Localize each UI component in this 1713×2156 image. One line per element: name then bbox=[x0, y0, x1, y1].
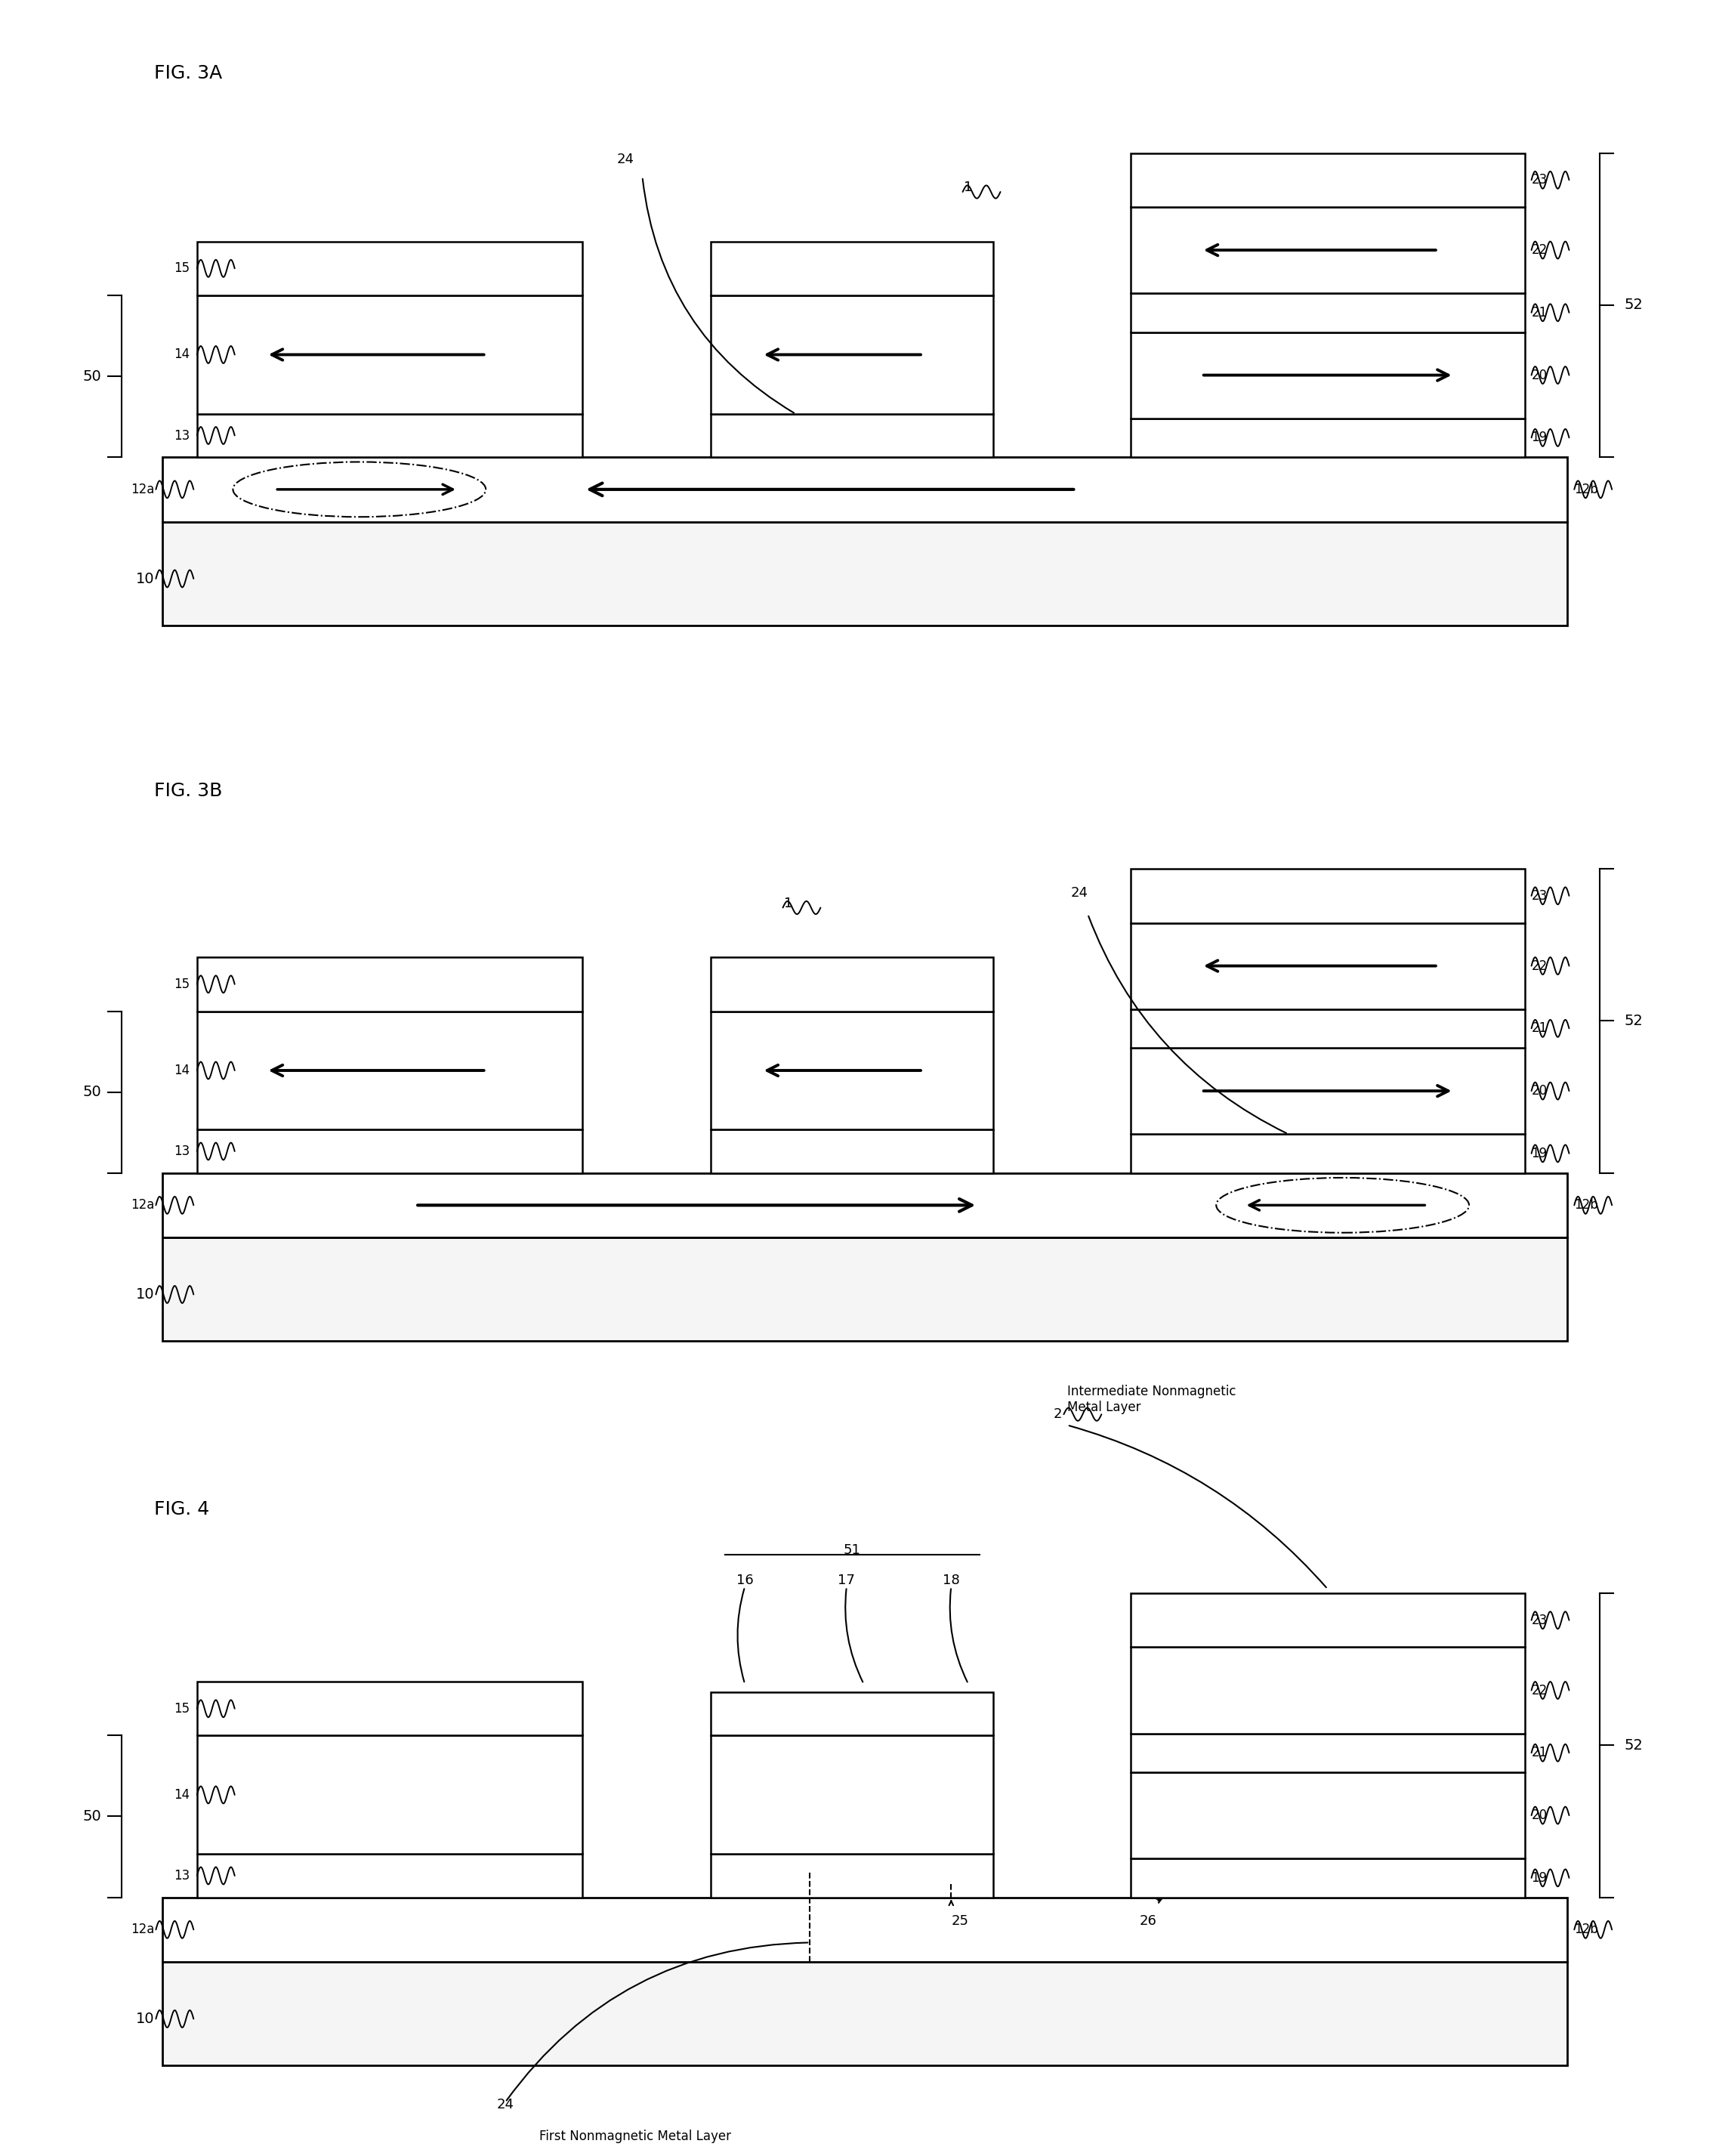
Text: 24: 24 bbox=[617, 153, 634, 166]
Text: 50: 50 bbox=[82, 1809, 101, 1824]
Bar bbox=[1131, 923, 1525, 1009]
Bar bbox=[1131, 293, 1525, 332]
Bar bbox=[711, 241, 994, 295]
Bar bbox=[197, 241, 582, 295]
Text: 51: 51 bbox=[843, 1544, 862, 1557]
Text: 13: 13 bbox=[175, 429, 190, 442]
Text: 19: 19 bbox=[1531, 431, 1547, 444]
Bar bbox=[197, 1736, 582, 1854]
Text: 24: 24 bbox=[497, 2098, 514, 2111]
Bar bbox=[197, 1130, 582, 1173]
Bar bbox=[711, 1854, 994, 1897]
Text: FIG. 3B: FIG. 3B bbox=[154, 783, 223, 800]
Text: 22: 22 bbox=[1531, 1684, 1547, 1697]
Bar bbox=[711, 295, 994, 414]
Text: Intermediate Nonmagnetic
Metal Layer: Intermediate Nonmagnetic Metal Layer bbox=[1067, 1384, 1237, 1414]
Bar bbox=[711, 957, 994, 1011]
Bar bbox=[1131, 1772, 1525, 1858]
Bar bbox=[1131, 207, 1525, 293]
Bar bbox=[163, 522, 1567, 625]
Text: 14: 14 bbox=[175, 1063, 190, 1078]
Text: 12a: 12a bbox=[130, 1923, 154, 1936]
Bar bbox=[1131, 1647, 1525, 1733]
Text: 10: 10 bbox=[135, 1287, 154, 1302]
Bar bbox=[163, 1173, 1567, 1238]
Text: 24: 24 bbox=[1071, 886, 1088, 899]
Text: 20: 20 bbox=[1531, 369, 1547, 382]
Bar bbox=[197, 1682, 582, 1736]
Text: 1: 1 bbox=[783, 897, 793, 910]
Text: 12b: 12b bbox=[1574, 483, 1598, 496]
Text: 12a: 12a bbox=[130, 1199, 154, 1212]
Bar bbox=[711, 1736, 994, 1854]
Text: 12a: 12a bbox=[130, 483, 154, 496]
Bar bbox=[1131, 332, 1525, 418]
Text: 21: 21 bbox=[1531, 306, 1547, 319]
Bar bbox=[197, 414, 582, 457]
Bar bbox=[1131, 153, 1525, 207]
Bar bbox=[1131, 1593, 1525, 1647]
Bar bbox=[1131, 1048, 1525, 1134]
Text: 23: 23 bbox=[1531, 1613, 1547, 1628]
Text: 15: 15 bbox=[175, 261, 190, 276]
Text: 23: 23 bbox=[1531, 172, 1547, 188]
Text: 50: 50 bbox=[82, 369, 101, 384]
Text: 52: 52 bbox=[1624, 1013, 1643, 1028]
Text: 1: 1 bbox=[963, 181, 973, 194]
Text: 15: 15 bbox=[175, 977, 190, 992]
Text: 20: 20 bbox=[1531, 1084, 1547, 1097]
Text: 13: 13 bbox=[175, 1869, 190, 1882]
Text: 19: 19 bbox=[1531, 1147, 1547, 1160]
Bar bbox=[197, 295, 582, 414]
Text: 12b: 12b bbox=[1574, 1923, 1598, 1936]
Bar bbox=[1131, 1009, 1525, 1048]
Text: FIG. 3A: FIG. 3A bbox=[154, 65, 223, 82]
Text: 16: 16 bbox=[737, 1574, 754, 1587]
Text: 25: 25 bbox=[951, 1915, 968, 1927]
Text: 17: 17 bbox=[838, 1574, 855, 1587]
Text: 22: 22 bbox=[1531, 959, 1547, 972]
Bar bbox=[197, 1011, 582, 1130]
Text: 21: 21 bbox=[1531, 1746, 1547, 1759]
Bar bbox=[711, 1130, 994, 1173]
Text: 15: 15 bbox=[175, 1701, 190, 1716]
Text: 20: 20 bbox=[1531, 1809, 1547, 1822]
Bar bbox=[1131, 1134, 1525, 1173]
Text: First Nonmagnetic Metal Layer: First Nonmagnetic Metal Layer bbox=[540, 2130, 731, 2143]
Text: 23: 23 bbox=[1531, 888, 1547, 903]
Text: 19: 19 bbox=[1531, 1871, 1547, 1884]
Text: 18: 18 bbox=[942, 1574, 959, 1587]
Bar bbox=[1131, 1733, 1525, 1772]
Bar bbox=[1131, 418, 1525, 457]
Text: 10: 10 bbox=[135, 2012, 154, 2027]
Text: 21: 21 bbox=[1531, 1022, 1547, 1035]
Bar bbox=[197, 1854, 582, 1897]
Text: 10: 10 bbox=[135, 571, 154, 586]
Text: 52: 52 bbox=[1624, 1738, 1643, 1753]
Bar bbox=[163, 1897, 1567, 1962]
Text: FIG. 4: FIG. 4 bbox=[154, 1501, 209, 1518]
Bar bbox=[1131, 869, 1525, 923]
Text: 22: 22 bbox=[1531, 244, 1547, 257]
Text: 12b: 12b bbox=[1574, 1199, 1598, 1212]
Text: 52: 52 bbox=[1624, 298, 1643, 313]
Bar bbox=[163, 457, 1567, 522]
Bar bbox=[163, 1238, 1567, 1341]
Bar bbox=[197, 957, 582, 1011]
Bar bbox=[163, 1962, 1567, 2065]
Bar bbox=[711, 414, 994, 457]
Bar bbox=[711, 1011, 994, 1130]
Bar bbox=[1131, 1858, 1525, 1897]
Text: 2: 2 bbox=[1053, 1408, 1062, 1421]
Text: 14: 14 bbox=[175, 347, 190, 362]
Text: 26: 26 bbox=[1139, 1915, 1156, 1927]
Text: 14: 14 bbox=[175, 1787, 190, 1802]
Text: 50: 50 bbox=[82, 1084, 101, 1100]
Bar bbox=[711, 1692, 994, 1736]
Text: 13: 13 bbox=[175, 1145, 190, 1158]
